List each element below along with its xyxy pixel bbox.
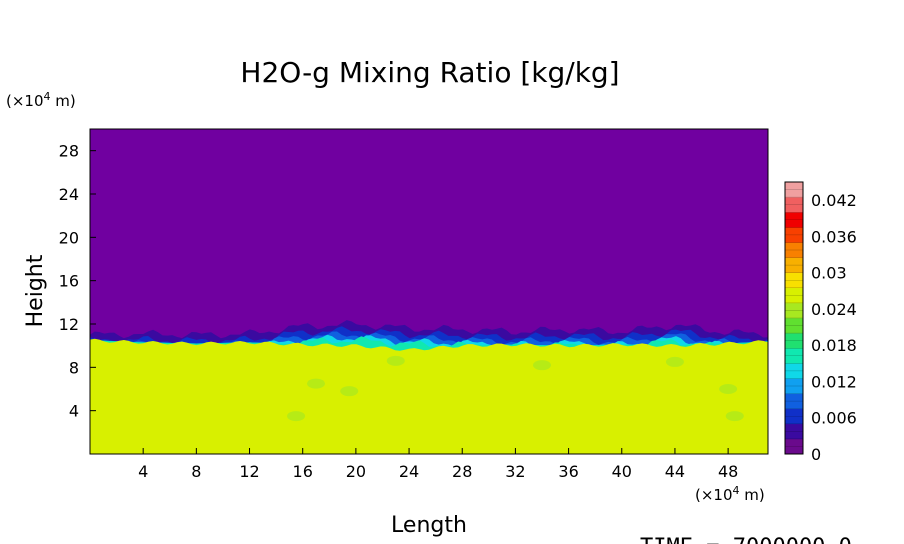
x-tick-label: 4 [138,462,148,481]
colorbar-swatch [785,197,803,213]
x-tick-label: 8 [191,462,201,481]
colorbar-tick-label: 0.03 [811,264,847,283]
plot-area [89,128,769,455]
y-tick-label: 8 [69,358,79,377]
y-ticks: 4 8 12 16 20 24 28 [59,142,96,421]
colorbar-tick-label: 0.042 [811,191,857,210]
x-tick-label: 24 [399,462,419,481]
x-tick-label: 40 [612,462,632,481]
y-tick-label: 4 [69,402,79,421]
y-tick-label: 20 [59,228,79,247]
colorbar-tick-label: 0.012 [811,372,857,391]
colorbar-tick-label: 0 [811,445,821,464]
chart-title: H2O-g Mixing Ratio [kg/kg] [240,56,619,89]
colorbar: 0 0.006 0.012 0.018 0.024 0.03 0.036 0.042 [784,181,857,464]
moist-layer [90,338,768,454]
plume [665,356,684,367]
y-tick-label: 24 [59,185,79,204]
colorbar-tick-label: 0.036 [811,227,857,246]
x-tick-label: 44 [665,462,685,481]
x-tick-label: 28 [452,462,472,481]
plot-frame [89,128,769,455]
x-tick-label: 16 [293,462,313,481]
plume [725,411,744,422]
colorbar-tick-label: 0.024 [811,300,857,319]
colorbar-tick-label: 0.006 [811,409,857,428]
x-ticks: 4 8 12 16 20 24 28 32 36 40 44 48 [138,448,738,481]
x-tick-label: 20 [346,462,366,481]
colorbar-swatch [785,318,803,334]
y-axis-label: Height [23,254,48,327]
plume [386,355,405,366]
colorbar-tick-label: 0.018 [811,336,857,355]
x-axis-label: Length [391,513,467,538]
plume [340,386,359,397]
time-annotation: TIME = 7000000.0 [640,535,852,544]
x-tick-label: 36 [558,462,578,481]
colorbar-swatch [785,182,803,198]
plume [287,411,306,422]
x-tick-label: 12 [239,462,259,481]
colorbar-swatch [785,212,803,228]
x-unit-label: (×104 m) [695,484,765,504]
y-tick-label: 16 [59,272,79,291]
colorbar-frame [784,181,804,455]
x-tick-label: 32 [505,462,525,481]
colorbar-swatch [785,348,803,364]
x-tick-label: 48 [718,462,738,481]
plume [307,378,325,389]
plume [533,360,551,371]
y-tick-label: 12 [59,315,79,334]
plume [719,384,738,394]
y-unit-label: (×104 m) [6,90,76,110]
colorbar-swatch [785,378,803,394]
y-tick-label: 28 [59,142,79,161]
